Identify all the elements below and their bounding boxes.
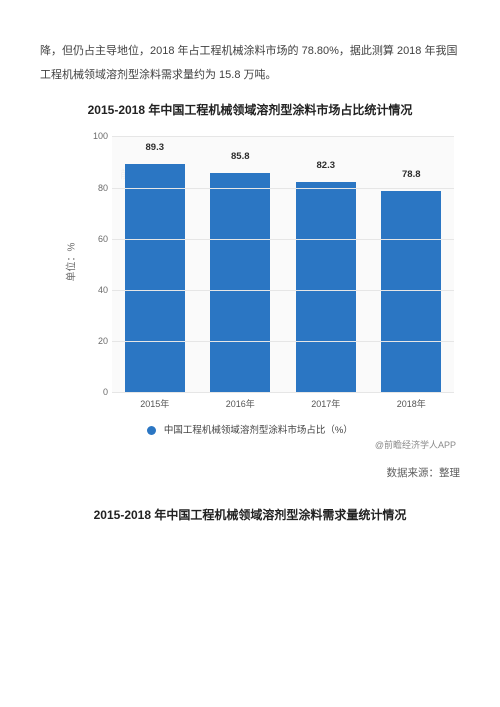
- y-tick-label: 0: [82, 387, 108, 397]
- y-tick-label: 60: [82, 234, 108, 244]
- grid-line: [112, 136, 454, 137]
- y-tick-label: 20: [82, 336, 108, 346]
- bar-value-label: 85.8: [231, 151, 250, 162]
- grid-line: [112, 188, 454, 189]
- x-tick-label: 2015年: [112, 397, 198, 410]
- bar-chart: 单位：% 前瞻 前瞻 89.385.882.378.8 020406080100…: [40, 132, 460, 451]
- legend-swatch: [147, 426, 156, 435]
- bar: [125, 164, 185, 393]
- chart-title: 2015-2018 年中国工程机械领域溶剂型涂料市场占比统计情况: [40, 101, 460, 118]
- bar: [210, 173, 270, 393]
- bars-container: 89.3 85.8 82.3 78.8: [112, 136, 454, 392]
- y-tick-label: 100: [82, 131, 108, 141]
- x-tick-label: 2017年: [283, 397, 369, 410]
- data-source: 数据来源：整理: [40, 465, 460, 480]
- legend-label: 中国工程机械领域溶剂型涂料市场占比（%）: [164, 425, 353, 436]
- x-axis-ticks: 2015年2016年2017年2018年: [112, 397, 454, 410]
- grid-line: [112, 290, 454, 291]
- bar-value-label: 82.3: [317, 160, 336, 171]
- body-paragraph: 降，但仍占主导地位，2018 年占工程机械涂料市场的 78.80%，据此测算 2…: [40, 39, 460, 87]
- watermark-text: @前瞻经济学人APP: [40, 438, 460, 451]
- x-tick-label: 2018年: [369, 397, 455, 410]
- bar: [296, 182, 356, 393]
- y-tick-label: 80: [82, 183, 108, 193]
- bar-slot: 85.8: [198, 136, 284, 392]
- chart-legend: 中国工程机械领域溶剂型涂料市场占比（%）: [40, 422, 460, 436]
- x-tick-label: 2016年: [198, 397, 284, 410]
- plot-area: 前瞻 前瞻 89.385.882.378.8 020406080100: [112, 136, 454, 392]
- bar-slot: 82.3: [283, 136, 369, 392]
- bar-value-label: 78.8: [402, 169, 421, 180]
- bar-slot: 89.3: [112, 136, 198, 392]
- grid-line: [112, 341, 454, 342]
- y-axis-label: 单位：%: [63, 243, 78, 282]
- bar-value-label: 89.3: [146, 142, 165, 153]
- y-tick-label: 40: [82, 285, 108, 295]
- document-page: 降，但仍占主导地位，2018 年占工程机械涂料市场的 78.80%，据此测算 2…: [0, 0, 500, 543]
- grid-line: [112, 239, 454, 240]
- grid-line: [112, 392, 454, 393]
- bar-slot: 78.8: [369, 136, 455, 392]
- bar: [381, 191, 441, 393]
- chart2-title: 2015-2018 年中国工程机械领域溶剂型涂料需求量统计情况: [40, 506, 460, 523]
- chart-area: 单位：% 前瞻 前瞻 89.385.882.378.8 020406080100…: [82, 132, 454, 392]
